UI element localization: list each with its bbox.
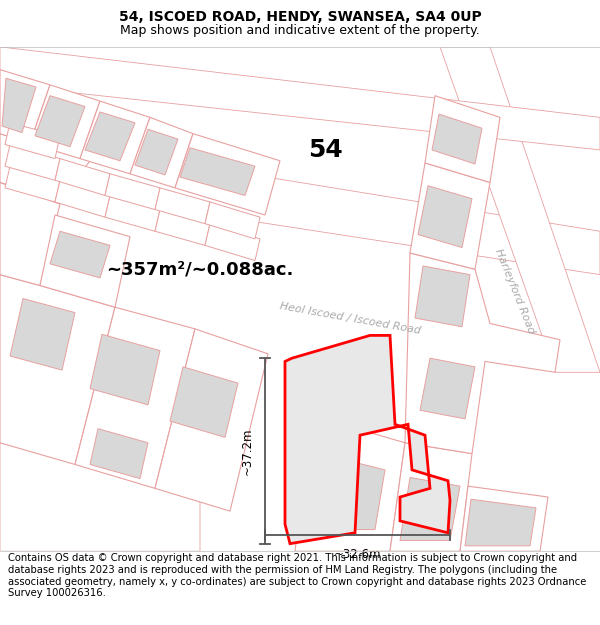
Polygon shape <box>460 486 548 551</box>
Polygon shape <box>50 231 110 278</box>
Polygon shape <box>105 196 160 231</box>
Polygon shape <box>285 336 450 544</box>
Polygon shape <box>5 166 60 202</box>
Polygon shape <box>130 118 193 188</box>
Polygon shape <box>90 429 148 479</box>
Polygon shape <box>418 186 472 248</box>
Polygon shape <box>155 188 210 224</box>
Polygon shape <box>308 454 385 529</box>
Text: ~32.6m: ~32.6m <box>334 548 381 561</box>
Polygon shape <box>420 358 475 419</box>
Polygon shape <box>410 163 490 269</box>
Polygon shape <box>155 329 268 511</box>
Polygon shape <box>85 112 135 161</box>
Polygon shape <box>135 129 178 175</box>
Polygon shape <box>170 367 238 438</box>
Text: 54: 54 <box>308 138 343 162</box>
Polygon shape <box>10 299 75 370</box>
Polygon shape <box>155 209 210 246</box>
Polygon shape <box>0 69 50 143</box>
Polygon shape <box>425 96 500 182</box>
Polygon shape <box>30 85 100 159</box>
Text: 54, ISCOED ROAD, HENDY, SWANSEA, SA4 0UP: 54, ISCOED ROAD, HENDY, SWANSEA, SA4 0UP <box>119 10 481 24</box>
Polygon shape <box>205 202 260 239</box>
Text: Map shows position and indicative extent of the property.: Map shows position and indicative extent… <box>120 24 480 36</box>
Text: Contains OS data © Crown copyright and database right 2021. This information is : Contains OS data © Crown copyright and d… <box>8 554 586 598</box>
Polygon shape <box>105 174 160 209</box>
Polygon shape <box>432 114 482 164</box>
Polygon shape <box>0 442 200 551</box>
Polygon shape <box>175 134 280 215</box>
Text: ~357m²/~0.088ac.: ~357m²/~0.088ac. <box>106 260 293 278</box>
Polygon shape <box>5 122 60 159</box>
Polygon shape <box>0 134 90 201</box>
Polygon shape <box>40 215 130 308</box>
Polygon shape <box>0 47 600 150</box>
Polygon shape <box>0 85 100 161</box>
Polygon shape <box>2 78 36 132</box>
Text: Harleyford Road: Harleyford Road <box>493 247 536 335</box>
Polygon shape <box>400 478 460 541</box>
Polygon shape <box>415 266 470 327</box>
Polygon shape <box>390 442 472 551</box>
Polygon shape <box>35 96 85 147</box>
Polygon shape <box>75 308 195 488</box>
Polygon shape <box>440 47 600 372</box>
Polygon shape <box>295 416 405 551</box>
Text: Heol Iscoed / Iscoed Road: Heol Iscoed / Iscoed Road <box>278 301 421 336</box>
Polygon shape <box>55 180 110 217</box>
Text: ~37.2m: ~37.2m <box>241 427 254 474</box>
Polygon shape <box>80 101 150 174</box>
Polygon shape <box>0 134 600 274</box>
Polygon shape <box>55 159 110 196</box>
Polygon shape <box>465 499 536 546</box>
Polygon shape <box>90 334 160 405</box>
Polygon shape <box>180 148 255 196</box>
Polygon shape <box>405 253 560 454</box>
Polygon shape <box>205 224 260 261</box>
Polygon shape <box>5 144 60 180</box>
Polygon shape <box>0 274 115 464</box>
Polygon shape <box>0 182 60 286</box>
